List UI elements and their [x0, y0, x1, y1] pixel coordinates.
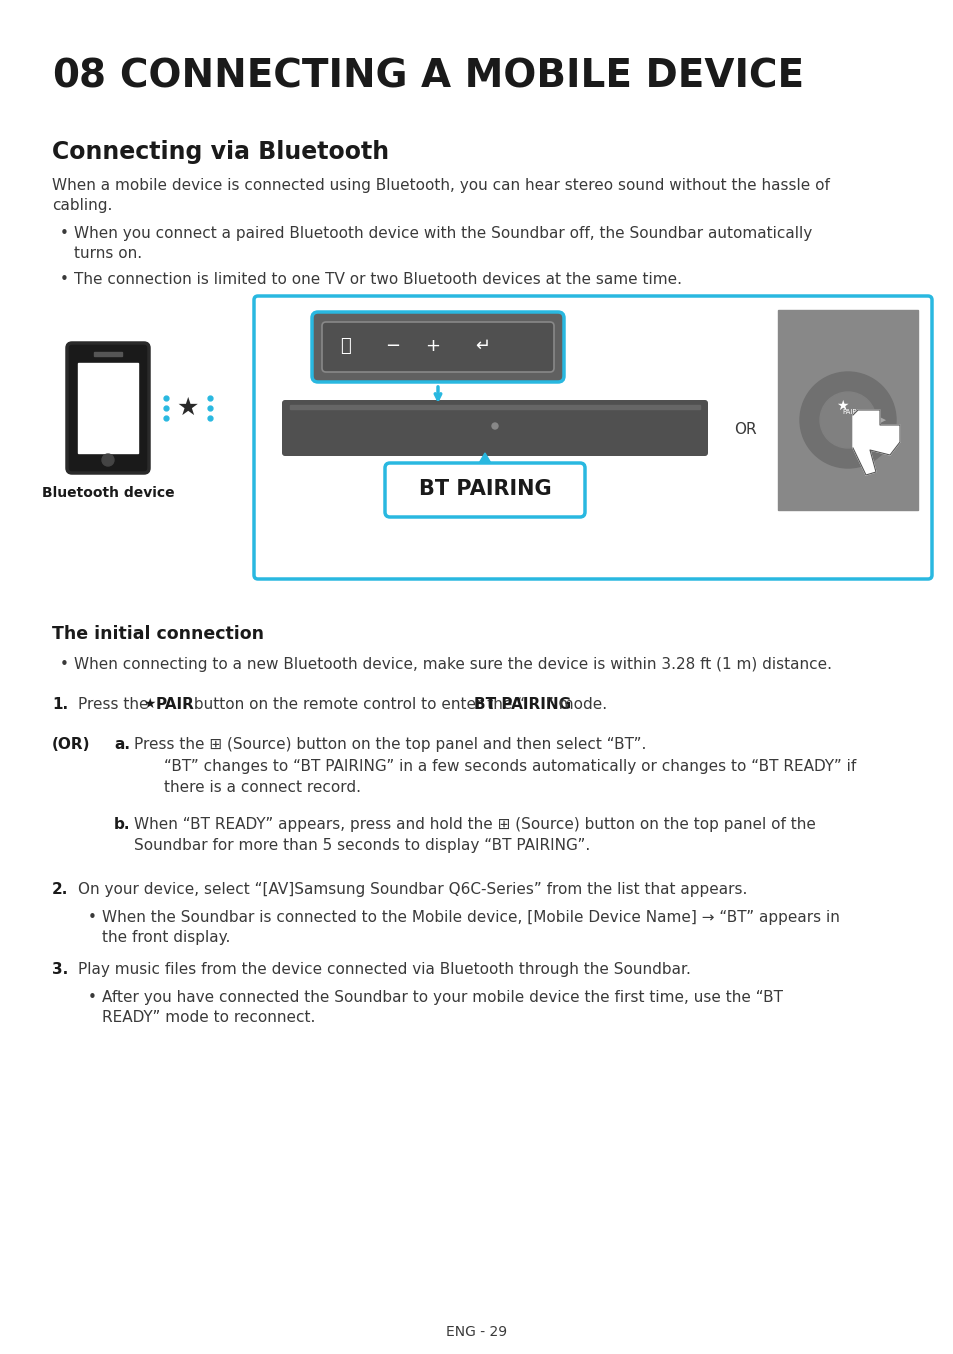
Text: Press the: Press the — [78, 697, 153, 712]
Text: the front display.: the front display. — [102, 930, 230, 945]
Text: ★: ★ — [176, 395, 199, 420]
Text: button on the remote control to enter the “: button on the remote control to enter th… — [189, 697, 524, 712]
Circle shape — [820, 393, 875, 448]
Text: •: • — [88, 990, 97, 1005]
Text: −: − — [385, 337, 400, 355]
Text: ⏻: ⏻ — [340, 337, 351, 355]
Bar — [778, 310, 917, 510]
Text: READY” mode to reconnect.: READY” mode to reconnect. — [102, 1010, 315, 1025]
Text: After you have connected the Soundbar to your mobile device the first time, use : After you have connected the Soundbar to… — [102, 990, 782, 1005]
Text: b.: b. — [113, 816, 131, 831]
Text: “BT” changes to “BT PAIRING” in a few seconds automatically or changes to “BT RE: “BT” changes to “BT PAIRING” in a few se… — [164, 760, 856, 774]
Bar — [94, 352, 122, 356]
Text: PAIR: PAIR — [841, 409, 857, 414]
FancyBboxPatch shape — [253, 297, 931, 580]
FancyBboxPatch shape — [322, 322, 554, 372]
Text: Connecting via Bluetooth: Connecting via Bluetooth — [52, 139, 389, 164]
Text: Soundbar for more than 5 seconds to display “BT PAIRING”.: Soundbar for more than 5 seconds to disp… — [133, 838, 590, 853]
Text: 2.: 2. — [52, 881, 69, 896]
FancyBboxPatch shape — [312, 311, 563, 382]
Text: a.: a. — [113, 737, 130, 751]
Text: When connecting to a new Bluetooth device, make sure the device is within 3.28 f: When connecting to a new Bluetooth devic… — [74, 657, 831, 672]
Circle shape — [492, 422, 497, 429]
Text: BT PAIRING: BT PAIRING — [418, 479, 551, 500]
Circle shape — [102, 454, 113, 466]
Polygon shape — [475, 454, 495, 470]
Text: When “BT READY” appears, press and hold the ⊞ (Source) button on the top panel o: When “BT READY” appears, press and hold … — [133, 816, 815, 831]
Text: PAIR: PAIR — [156, 697, 194, 712]
Text: ★: ★ — [143, 697, 155, 711]
Text: cabling.: cabling. — [52, 198, 112, 213]
Circle shape — [800, 372, 895, 468]
Text: there is a connect record.: there is a connect record. — [164, 780, 360, 795]
Text: Bluetooth device: Bluetooth device — [42, 486, 174, 500]
Text: ENG - 29: ENG - 29 — [446, 1326, 507, 1339]
Text: OR: OR — [733, 422, 756, 437]
Bar — [78, 363, 138, 454]
Text: The initial connection: The initial connection — [52, 626, 264, 643]
Text: (OR): (OR) — [52, 737, 91, 751]
Text: +: + — [425, 337, 440, 355]
Text: Press the ⊞ (Source) button on the top panel and then select “BT”.: Press the ⊞ (Source) button on the top p… — [133, 737, 646, 751]
Text: 3.: 3. — [52, 961, 69, 978]
Text: When a mobile device is connected using Bluetooth, you can hear stereo sound wit: When a mobile device is connected using … — [52, 177, 829, 194]
Text: •: • — [60, 272, 69, 287]
Text: •: • — [60, 226, 69, 241]
FancyBboxPatch shape — [282, 399, 707, 456]
Text: On your device, select “[AV]Samsung Soundbar Q6C-Series” from the list that appe: On your device, select “[AV]Samsung Soun… — [78, 881, 746, 896]
Text: •: • — [88, 910, 97, 925]
Text: ” mode.: ” mode. — [545, 697, 606, 712]
Text: ↵: ↵ — [475, 337, 490, 355]
Text: 1.: 1. — [52, 697, 68, 712]
Text: ▶▶: ▶▶ — [868, 414, 885, 425]
Text: When the Soundbar is connected to the Mobile device, [Mobile Device Name] → “BT”: When the Soundbar is connected to the Mo… — [102, 910, 839, 925]
Text: CONNECTING A MOBILE DEVICE: CONNECTING A MOBILE DEVICE — [120, 58, 803, 96]
Polygon shape — [852, 410, 899, 475]
Text: When you connect a paired Bluetooth device with the Soundbar off, the Soundbar a: When you connect a paired Bluetooth devi… — [74, 226, 811, 241]
Text: turns on.: turns on. — [74, 246, 142, 261]
Text: Play music files from the device connected via Bluetooth through the Soundbar.: Play music files from the device connect… — [78, 961, 690, 978]
Text: ★: ★ — [835, 399, 847, 413]
Bar — [290, 405, 700, 409]
FancyBboxPatch shape — [67, 343, 149, 473]
FancyBboxPatch shape — [385, 463, 584, 517]
Text: •: • — [60, 657, 69, 672]
Text: 08: 08 — [52, 58, 106, 96]
Text: BT PAIRING: BT PAIRING — [474, 697, 571, 712]
Text: The connection is limited to one TV or two Bluetooth devices at the same time.: The connection is limited to one TV or t… — [74, 272, 681, 287]
